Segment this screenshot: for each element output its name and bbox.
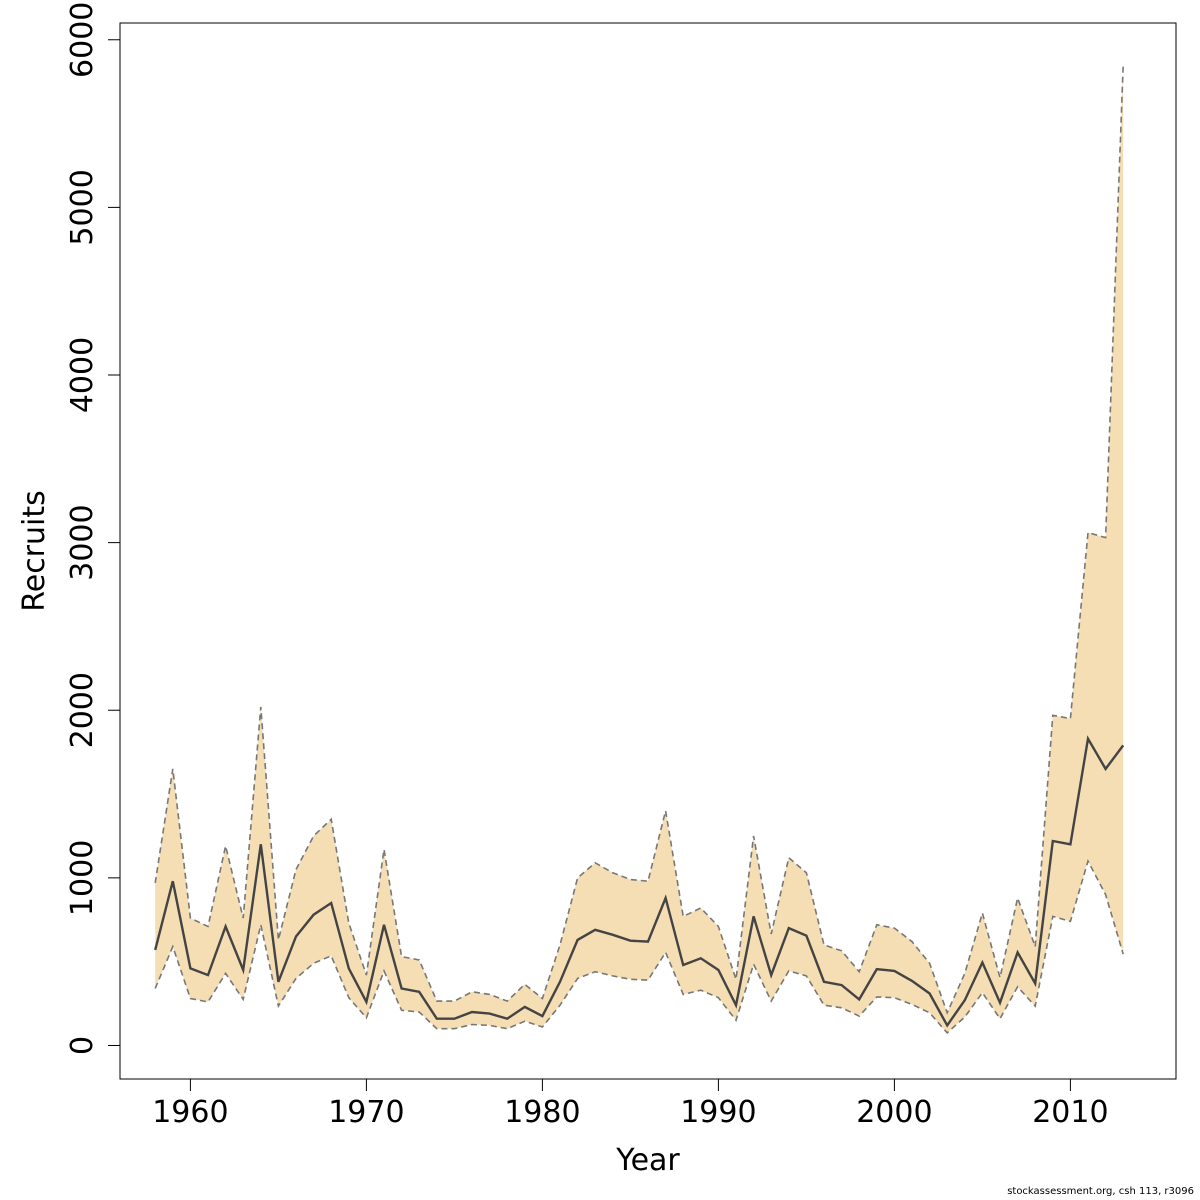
y-axis-title: Recruits xyxy=(17,490,52,612)
y-tick-label: 0 xyxy=(65,1036,100,1055)
confidence-band-layer xyxy=(155,64,1124,1033)
y-tick-label: 3000 xyxy=(65,504,100,580)
y-tick-label: 4000 xyxy=(65,337,100,413)
x-tick-label: 1990 xyxy=(680,1095,756,1130)
x-tick-label: 1980 xyxy=(504,1095,580,1130)
lower-bound-line xyxy=(154,858,1124,1035)
footnote: stockassessment.org, csh 113, r3096 xyxy=(1007,1186,1194,1197)
median-line xyxy=(154,735,1125,1028)
series-line-layer xyxy=(154,64,1125,1035)
x-tick-label: 2000 xyxy=(856,1095,932,1130)
y-tick-label: 5000 xyxy=(65,169,100,245)
x-tick-label: 1960 xyxy=(152,1095,228,1130)
upper-bound-line xyxy=(154,64,1124,1015)
y-tick-label: 1000 xyxy=(65,840,100,916)
x-axis: 1960 1970 1980 1990 2000 2010 xyxy=(152,1078,1109,1130)
y-axis: 0 1000 2000 3000 4000 5000 6000 xyxy=(65,2,121,1055)
x-tick-label: 1970 xyxy=(328,1095,404,1130)
x-tick-label: 2010 xyxy=(1032,1095,1108,1130)
y-tick-label: 2000 xyxy=(65,672,100,748)
x-axis-title: Year xyxy=(615,1143,680,1178)
y-tick-label: 6000 xyxy=(65,2,100,78)
confidence-band xyxy=(155,64,1124,1033)
